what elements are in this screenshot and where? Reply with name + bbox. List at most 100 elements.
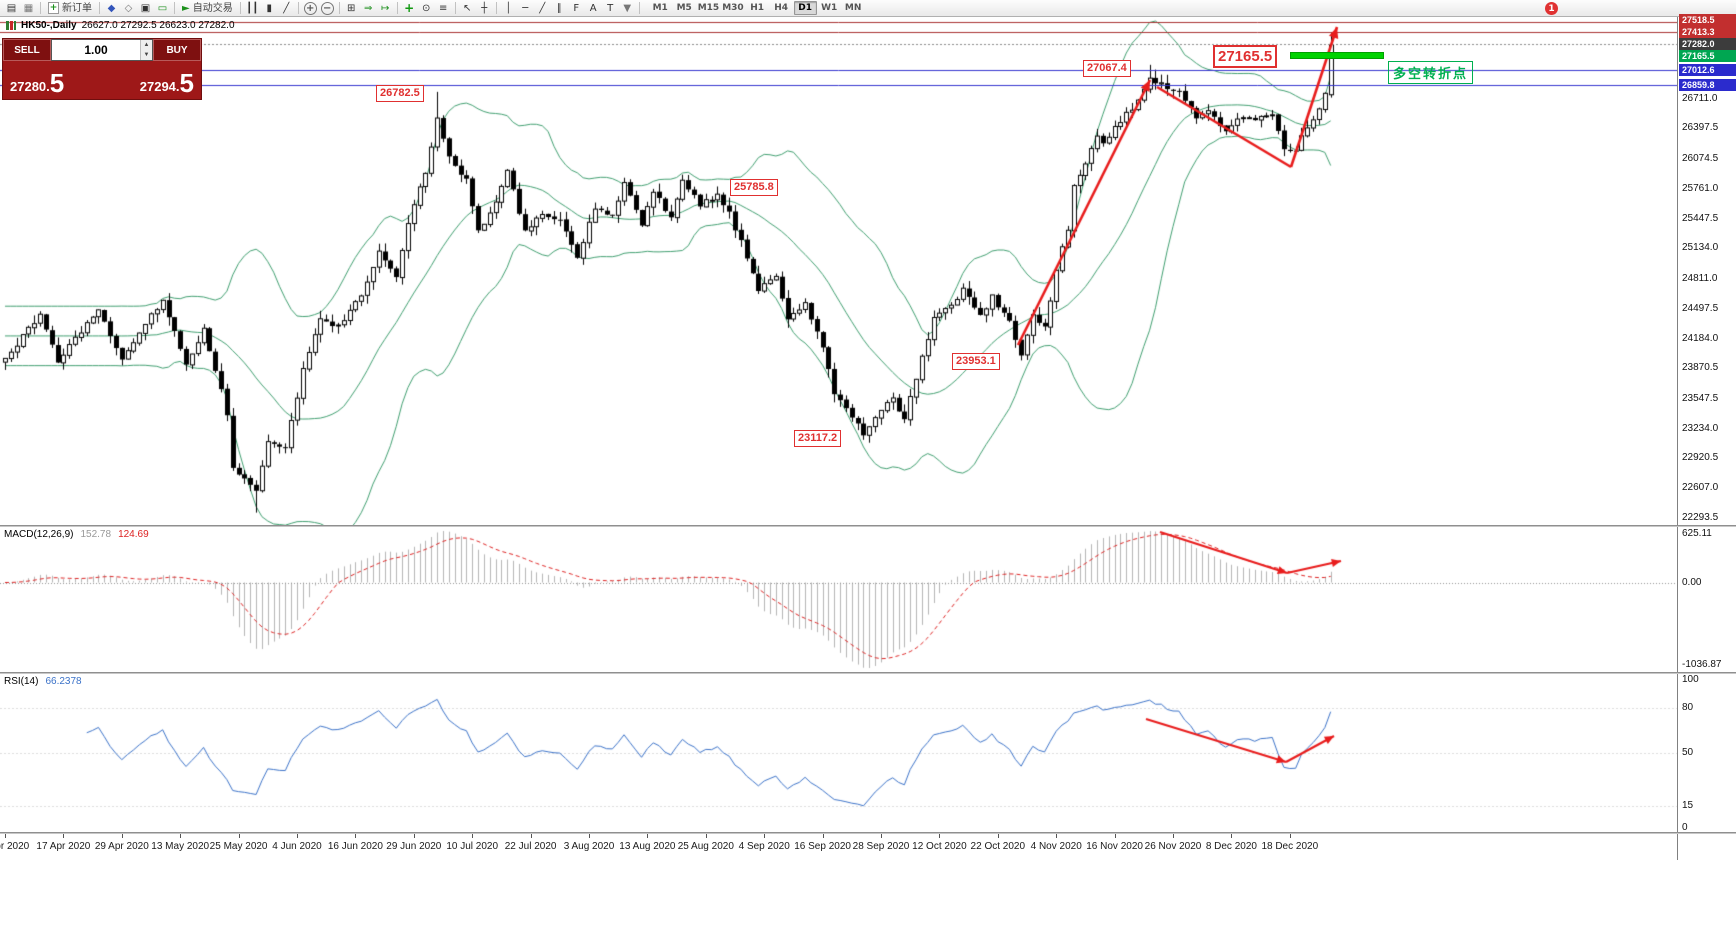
bid-price[interactable]: 27280. 5 — [10, 68, 65, 98]
date-label: 3 Aug 2020 — [563, 841, 615, 852]
periods-icon[interactable]: ⊙ — [422, 2, 431, 14]
date-label: 16 Jun 2020 — [327, 841, 383, 852]
time-tick — [238, 834, 240, 838]
zoom-out-icon[interactable]: − — [320, 1, 334, 15]
timeframe-button-m1[interactable]: M1 — [652, 3, 668, 13]
shapes-dropdown-icon[interactable]: ▼ — [623, 2, 632, 14]
fibonacci-icon[interactable]: F — [573, 2, 580, 14]
ask-price[interactable]: 27294. 5 — [140, 70, 194, 96]
notification-badge[interactable]: 1 — [1545, 2, 1558, 15]
cursor-icon[interactable]: ↖ — [463, 2, 472, 14]
time-tick — [1173, 834, 1174, 838]
time-tick — [1289, 834, 1291, 838]
chart-ohlc-values: 26627.0 27292.5 26623.0 27282.0 — [81, 20, 235, 31]
time-tick — [1056, 834, 1058, 838]
price-tick-label: 26074.5 — [1682, 153, 1719, 165]
date-label: 17 Apr 2020 — [36, 841, 91, 852]
panel-splitter[interactable] — [0, 672, 1736, 674]
rsi-name: RSI(14) — [4, 676, 39, 687]
price-tick-label: 23547.5 — [1682, 392, 1719, 404]
horizontal-line-icon[interactable]: ─ — [522, 2, 529, 14]
timeframe-button-h1[interactable]: H1 — [750, 3, 765, 13]
text-icon[interactable]: A — [589, 2, 597, 14]
buy-button[interactable]: BUY — [153, 39, 201, 61]
profiles-icon[interactable]: ▦ — [23, 2, 34, 14]
trendline-icon[interactable]: ╱ — [539, 2, 546, 14]
price-tag: 27282.0 — [1679, 38, 1736, 51]
price-annotation[interactable]: 25785.8 — [730, 179, 778, 196]
rsi-axis-label: 100 — [1682, 674, 1699, 685]
volume-field[interactable]: 1.00 ▲ ▼ — [51, 39, 153, 61]
timeframe-button-m5[interactable]: M5 — [676, 3, 692, 13]
chart-symbol-period: HK50-,Daily — [21, 20, 77, 31]
toolbar-separator — [239, 2, 241, 14]
toolbar-separator — [99, 2, 100, 14]
zoom-in-icon[interactable]: + — [303, 1, 317, 15]
new-order-button[interactable]: + 新订单 — [44, 1, 96, 16]
date-label: 4 Nov 2020 — [1030, 841, 1082, 852]
crosshair-icon[interactable]: ┼ — [481, 2, 488, 14]
panel-splitter[interactable] — [0, 525, 1736, 527]
candlestick-chart-icon[interactable]: ▮ — [266, 2, 272, 14]
price-annotation[interactable]: 23117.2 — [794, 430, 842, 447]
turning-point-label[interactable]: 多空转折点 — [1388, 61, 1474, 84]
new-chart-icon[interactable]: ▤ — [6, 2, 17, 14]
timeframe-button-mn[interactable]: MN — [844, 3, 862, 13]
time-tick — [413, 834, 415, 838]
strategy-tester-icon[interactable]: ▭ — [157, 2, 168, 14]
price-tick-label: 22920.5 — [1682, 452, 1719, 464]
bar-chart-icon[interactable]: ┃┃ — [246, 2, 259, 14]
toolbar-separator — [495, 2, 497, 14]
macd-label: MACD(12,26,9) 152.78 124.69 — [4, 529, 149, 540]
sell-button[interactable]: SELL — [3, 39, 51, 61]
price-annotation[interactable]: 27067.4 — [1083, 60, 1131, 77]
chart-shift-icon[interactable]: ↦ — [381, 2, 390, 14]
timeframe-button-d1[interactable]: D1 — [793, 1, 817, 15]
time-tick — [764, 834, 766, 838]
terminal-icon[interactable]: ▣ — [140, 2, 151, 14]
timeframe-button-w1[interactable]: W1 — [821, 3, 838, 13]
price-tick-label: 25134.0 — [1682, 242, 1719, 254]
time-tick — [1114, 834, 1116, 838]
price-annotation[interactable]: 23953.1 — [952, 353, 1000, 370]
market-watch-icon[interactable]: ◆ — [107, 2, 116, 14]
rsi-axis[interactable]: 100 80 50 15 0 — [1677, 674, 1736, 833]
macd-axis-max: 625.11 — [1682, 528, 1712, 539]
panel-splitter[interactable] — [0, 832, 1736, 834]
price-tag: 27165.5 — [1679, 49, 1736, 62]
macd-axis[interactable]: 625.11 0.00 -1036.87 — [1677, 527, 1736, 672]
price-axis[interactable]: 26711.0 26397.5 26074.5 25761.0 25447.5 25134… — [1677, 14, 1736, 525]
date-label: 25 May 2020 — [209, 841, 268, 852]
templates-icon[interactable]: ≡ — [439, 2, 448, 14]
rsi-label: RSI(14) 66.2378 — [4, 676, 82, 687]
price-tick-label: 24811.0 — [1682, 273, 1718, 285]
timeframe-button-h4[interactable]: H4 — [774, 3, 789, 13]
bid-last-digit: 5 — [49, 68, 65, 98]
volume-up-button[interactable]: ▲ — [140, 40, 152, 50]
new-order-icon: + — [48, 2, 59, 14]
price-annotation[interactable]: 27165.5 — [1213, 45, 1278, 68]
volume-down-button[interactable]: ▼ — [140, 50, 152, 60]
macd-canvas[interactable] — [0, 527, 1677, 672]
indicators-icon[interactable]: + — [404, 0, 415, 15]
channel-icon[interactable]: ∥ — [556, 2, 562, 14]
vertical-line-icon[interactable]: │ — [505, 2, 512, 14]
rsi-canvas[interactable] — [0, 674, 1677, 832]
price-tick-label: 23234.0 — [1682, 422, 1719, 434]
timeframe-button-m15[interactable]: M15 — [697, 3, 720, 13]
text-label-icon[interactable]: T — [607, 2, 614, 14]
macd-signal-value: 124.69 — [118, 529, 149, 540]
macd-axis-min: -1036.87 — [1682, 659, 1722, 670]
price-annotation[interactable]: 26782.5 — [376, 85, 424, 102]
timeframe-button-m30[interactable]: M30 — [722, 3, 744, 13]
line-chart-icon[interactable]: ╱ — [283, 2, 290, 14]
timeframe-group: M1 M5 M15 M30 H1 H4 D1 W1 MN — [649, 1, 865, 15]
auto-scroll-icon[interactable]: ⇒ — [364, 2, 373, 14]
tile-windows-icon[interactable]: ⊞ — [347, 2, 356, 14]
autotrading-button[interactable]: ► 自动交易 — [178, 1, 237, 16]
navigator-icon[interactable]: ◇ — [124, 2, 133, 14]
price-tick-label: 24497.5 — [1682, 302, 1719, 314]
bull-bear-line[interactable] — [1290, 52, 1384, 59]
volume-value: 1.00 — [84, 43, 108, 57]
